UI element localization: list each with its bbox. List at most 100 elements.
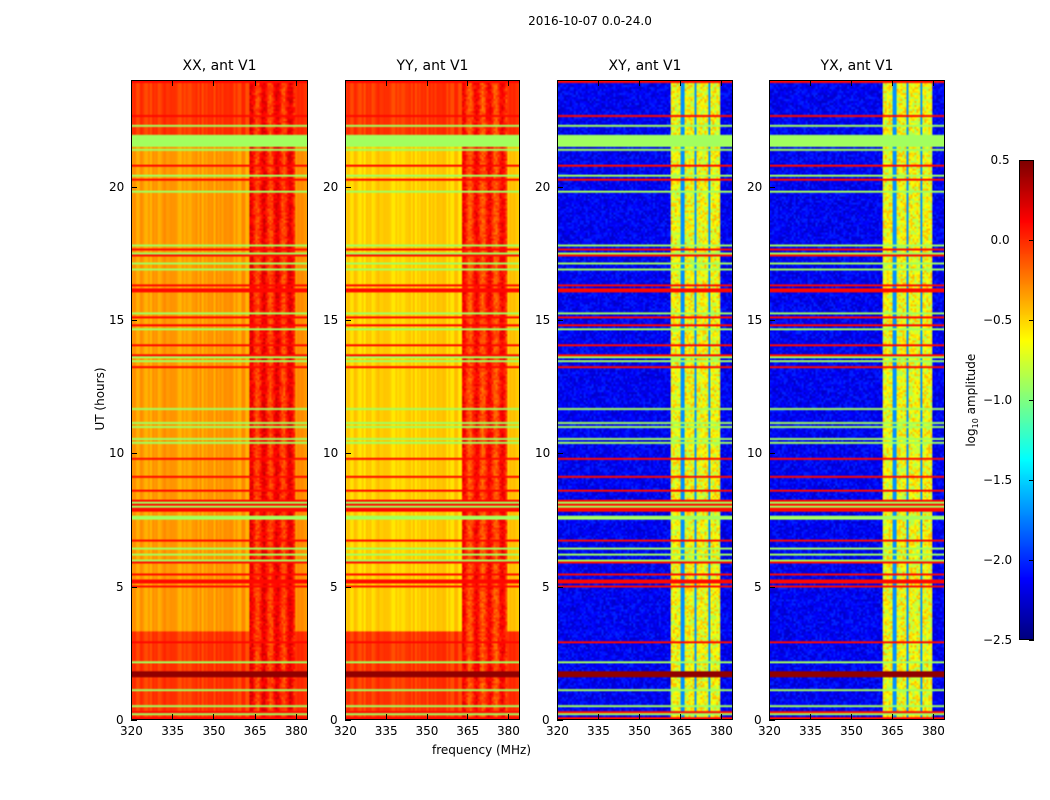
x-tick — [932, 80, 934, 86]
x-tick — [769, 714, 770, 720]
panel-title: YX, ant V1 — [820, 58, 894, 74]
y-tick — [769, 186, 775, 188]
heatmap-panel — [131, 80, 308, 720]
x-tick-label: 335 — [586, 724, 610, 738]
y-tick — [131, 720, 137, 721]
colorbar-tick — [1029, 640, 1034, 641]
y-tick — [131, 453, 137, 455]
colorbar-tick-label: −2.5 — [983, 633, 1013, 647]
y-tick — [557, 186, 563, 188]
x-tick-label: 320 — [334, 724, 357, 738]
x-tick — [597, 80, 599, 86]
x-tick — [850, 80, 852, 86]
colorbar-tick — [1029, 480, 1034, 481]
x-tick — [426, 714, 428, 720]
x-tick-label: 320 — [120, 724, 143, 738]
x-tick — [345, 80, 346, 86]
y-tick-label: 0 — [542, 713, 550, 727]
heatmap-image — [346, 81, 519, 719]
x-tick — [720, 714, 722, 720]
y-tick-label: 10 — [747, 446, 763, 461]
y-tick-label: 5 — [116, 579, 124, 594]
y-tick-label: 5 — [754, 579, 762, 594]
x-tick — [131, 714, 132, 720]
y-axis-label: UT (hours) — [93, 367, 107, 431]
x-tick-label: 365 — [668, 724, 692, 738]
y-tick-label: 20 — [323, 179, 339, 194]
x-tick — [213, 80, 215, 86]
y-tick — [131, 586, 137, 588]
x-tick — [809, 80, 811, 86]
colorbar-tick-label: −0.5 — [983, 313, 1013, 327]
panel-title: XX, ant V1 — [182, 58, 257, 74]
y-tick — [131, 186, 137, 188]
x-tick-label: 320 — [546, 724, 569, 738]
x-tick — [508, 714, 510, 720]
x-tick — [467, 80, 469, 86]
y-tick-label: 15 — [747, 313, 763, 327]
y-tick — [557, 586, 563, 588]
y-tick-label: 20 — [109, 179, 125, 194]
panel-title: YY, ant V1 — [396, 58, 469, 74]
heatmap-panel — [769, 80, 945, 720]
colorbar-gradient — [1020, 161, 1033, 639]
heatmap-panel — [557, 80, 733, 720]
x-tick — [932, 714, 934, 720]
x-tick — [638, 80, 640, 86]
x-tick-label: 335 — [374, 724, 398, 738]
x-tick-label: 350 — [415, 724, 439, 738]
y-tick — [345, 720, 351, 721]
colorbar-tick-label: 0.5 — [990, 153, 1010, 167]
y-tick-label: 15 — [109, 313, 125, 327]
x-tick-label: 350 — [839, 724, 863, 738]
x-tick — [891, 80, 893, 86]
y-tick — [557, 720, 563, 721]
x-tick-label: 320 — [758, 724, 781, 738]
y-tick — [557, 453, 563, 455]
y-tick-label: 0 — [330, 713, 338, 727]
figure-title: 2016-10-07 0.0-24.0 — [528, 14, 652, 28]
x-tick — [295, 80, 297, 86]
x-tick-label: 350 — [202, 724, 226, 738]
x-tick — [295, 714, 297, 720]
x-tick — [850, 714, 852, 720]
x-tick — [679, 80, 681, 86]
y-tick-label: 15 — [323, 313, 339, 327]
x-tick — [720, 80, 722, 86]
colorbar-tick — [1029, 560, 1034, 561]
x-tick-label: 380 — [709, 724, 733, 738]
x-tick — [597, 714, 599, 720]
colorbar-tick — [1029, 320, 1034, 321]
y-tick — [769, 320, 775, 321]
y-tick-label: 10 — [109, 446, 125, 461]
x-tick — [557, 80, 558, 86]
x-tick-label: 365 — [456, 724, 480, 738]
y-tick — [769, 586, 775, 588]
x-tick — [891, 714, 893, 720]
x-tick — [385, 80, 387, 86]
x-tick-label: 380 — [497, 724, 520, 738]
heatmap-image — [132, 81, 307, 719]
y-tick-label: 5 — [330, 579, 338, 594]
colorbar-tick-label: −1.0 — [983, 393, 1013, 407]
y-tick — [345, 586, 351, 588]
colorbar-tick — [1029, 240, 1034, 241]
colorbar-tick-label: −1.5 — [983, 473, 1013, 487]
y-tick — [769, 720, 775, 721]
x-tick-label: 350 — [627, 724, 651, 738]
y-tick — [557, 320, 563, 321]
colorbar-tick-label: 0.0 — [990, 233, 1010, 247]
colorbar-tick-label: −2.0 — [983, 553, 1013, 567]
x-axis-label: frequency (MHz) — [432, 743, 532, 757]
colorbar-tick — [1029, 160, 1034, 161]
x-tick — [557, 714, 558, 720]
x-tick — [172, 80, 174, 86]
x-tick-label: 380 — [921, 724, 945, 738]
panel-title: XY, ant V1 — [608, 58, 682, 74]
colorbar-tick — [1029, 400, 1034, 401]
x-tick — [638, 714, 640, 720]
y-tick-label: 20 — [535, 179, 551, 194]
x-tick — [213, 714, 215, 720]
y-tick-label: 0 — [754, 713, 762, 727]
y-tick — [345, 186, 351, 188]
